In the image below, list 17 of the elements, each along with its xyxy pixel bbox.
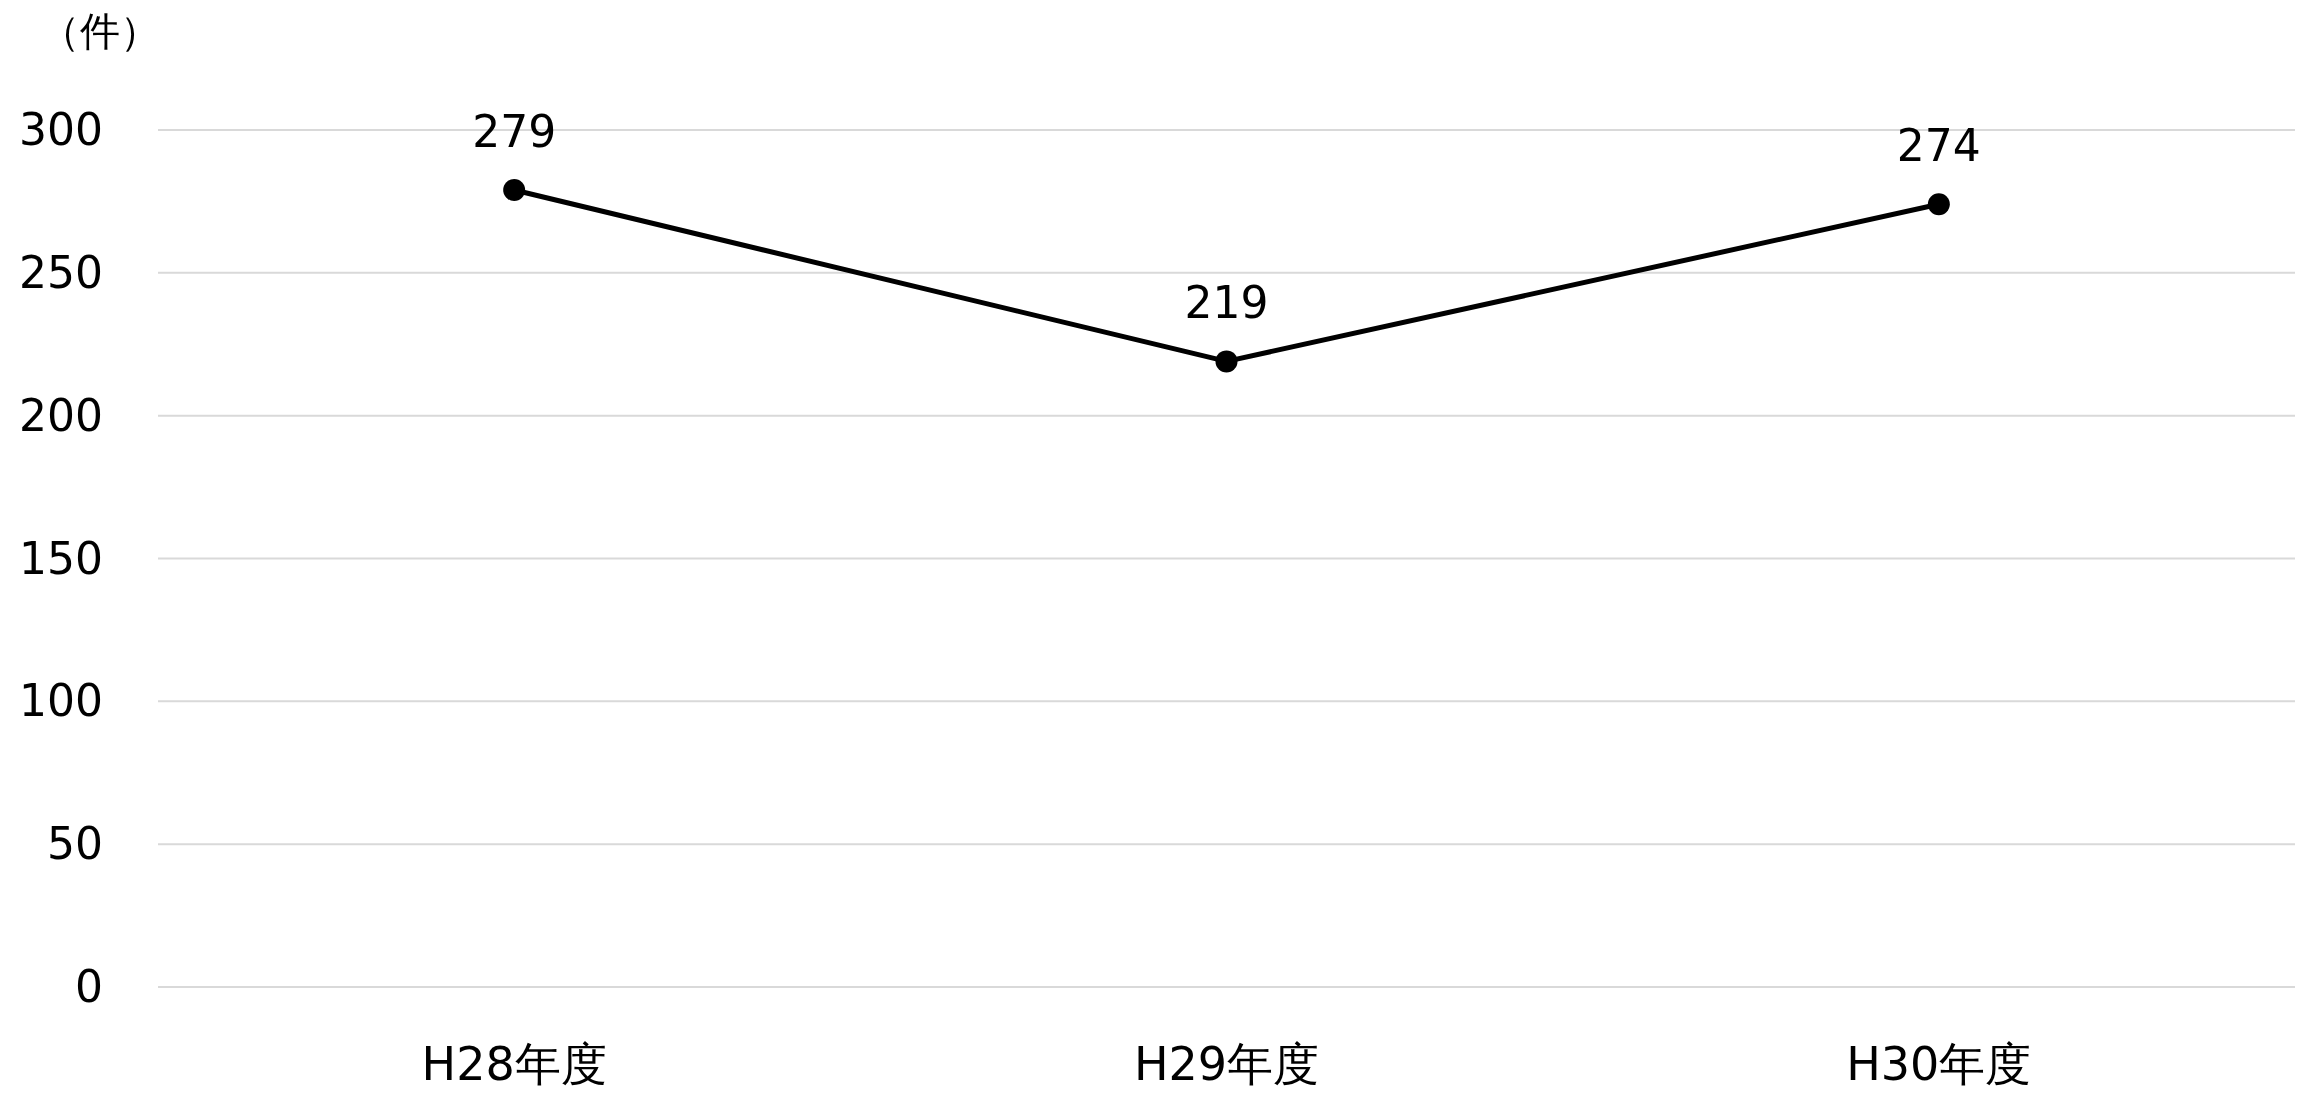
- data-label: 279: [472, 105, 557, 157]
- y-tick-label: 300: [19, 104, 103, 155]
- point: [1215, 350, 1238, 373]
- x-tick-label: H29年度: [1133, 1037, 1320, 1091]
- x-tick-label: H30年度: [1846, 1037, 2032, 1091]
- data-label: 219: [1184, 277, 1269, 329]
- y-tick-label: 100: [19, 675, 103, 727]
- y-tick-label: 250: [19, 246, 103, 298]
- y-tick-label: 50: [47, 818, 103, 870]
- y-axis-title: （件）: [40, 8, 160, 54]
- point: [1927, 193, 1950, 216]
- y-tick-label: 200: [19, 389, 103, 441]
- y-tick-label: 0: [75, 961, 103, 1012]
- y-tick-label: 150: [19, 532, 103, 584]
- data-label: 274: [1896, 120, 1981, 172]
- x-tick-label: H28年度: [421, 1037, 607, 1091]
- point: [503, 178, 526, 201]
